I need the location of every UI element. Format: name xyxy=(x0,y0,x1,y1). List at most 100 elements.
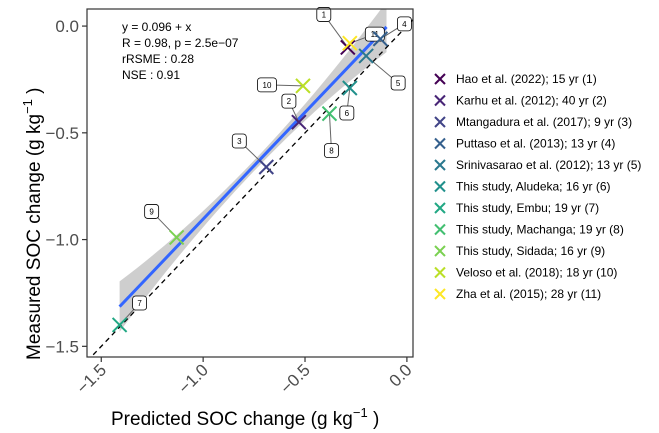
data-point-stroke-b xyxy=(258,159,275,175)
data-point-8 xyxy=(321,105,338,122)
fit-lines xyxy=(90,9,413,357)
y-tick-label: −1.0 xyxy=(45,231,79,250)
label-text-5: 5 xyxy=(396,79,401,88)
data-point-6 xyxy=(342,80,358,96)
legend-item-11: Zha et al. (2015); 28 yr (11) xyxy=(434,287,601,301)
y-tick-label: −0.5 xyxy=(45,124,79,143)
y-axis-title: Measured SOC change (g kg−1 ) xyxy=(20,87,45,360)
legend-key-b xyxy=(434,288,446,300)
plot-panel-border xyxy=(86,8,414,358)
label-text-8: 8 xyxy=(329,147,334,156)
y-axis-title-exponent: −1 xyxy=(20,99,35,114)
label-box-9 xyxy=(144,204,160,219)
data-point-1 xyxy=(340,39,356,56)
legend-label: Hao et al. (2022); 15 yr (1) xyxy=(456,72,597,86)
x-axis-title-exponent: −1 xyxy=(353,405,368,420)
legend-label: Puttaso et al. (2013); 13 yr (4) xyxy=(456,137,615,151)
y-tick-label: 0.0 xyxy=(55,17,79,36)
one-to-one-line xyxy=(90,19,413,357)
label-box-3 xyxy=(231,133,247,149)
x-axis-title-close: ) xyxy=(368,409,380,430)
x-tick-label: 0.0 xyxy=(386,360,416,390)
legend-label: This study, Embu; 19 yr (7) xyxy=(456,201,599,215)
data-point-stroke-b xyxy=(168,229,185,246)
legend-item-8: This study, Machanga; 19 yr (8) xyxy=(434,223,624,237)
label-box-4 xyxy=(396,16,412,32)
label-box-7 xyxy=(132,295,148,311)
legend-label: Srinivasarao et al. (2012); 13 yr (5) xyxy=(456,158,641,172)
legend-label: This study, Machanga; 19 yr (8) xyxy=(456,223,624,237)
legend-label: Zha et al. (2015); 28 yr (11) xyxy=(456,287,601,301)
label-text-2: 2 xyxy=(287,97,292,106)
label-box-5 xyxy=(390,75,406,91)
y-axis-title-close: ) xyxy=(24,87,45,99)
y-axis-title-main: Measured SOC change (g kg xyxy=(24,114,45,360)
label-text-7: 7 xyxy=(137,299,142,308)
data-point-stroke-b xyxy=(358,48,374,64)
x-axis-title: Predicted SOC change (g kg−1 ) xyxy=(111,405,379,430)
data-points xyxy=(111,31,389,333)
label-box-10 xyxy=(257,77,277,93)
label-box-6 xyxy=(339,105,355,121)
legend-key-b xyxy=(434,223,446,236)
legend-key-b xyxy=(434,137,446,150)
x-tick-label: −0.5 xyxy=(277,360,314,397)
confidence-band xyxy=(119,9,387,332)
legend-key-b xyxy=(434,94,446,107)
regression-line xyxy=(118,25,388,308)
legend-item-10: Veloso et al. (2018); 18 yr (10) xyxy=(434,266,617,280)
label-text-10: 10 xyxy=(263,81,272,90)
data-point-stroke-b xyxy=(111,317,128,333)
x-tick-label: −1.0 xyxy=(175,360,212,397)
label-box-1 xyxy=(316,7,332,22)
label-text-9: 9 xyxy=(149,207,154,216)
x-tick-label: −1.5 xyxy=(73,360,110,397)
data-point-stroke-b xyxy=(342,80,358,96)
legend-key-b xyxy=(434,245,446,257)
legend-label: This study, Sidada; 16 yr (9) xyxy=(456,244,605,258)
y-tick-label: −1.5 xyxy=(45,337,79,356)
stats-nse: NSE : 0.91 xyxy=(122,68,180,82)
point-labels: 1234567891011 xyxy=(119,7,412,326)
legend-item-5: Srinivasarao et al. (2012); 13 yr (5) xyxy=(434,158,641,172)
legend-item-9: This study, Sidada; 16 yr (9) xyxy=(434,244,605,258)
label-box-2 xyxy=(281,93,297,109)
legend-key-b xyxy=(434,266,446,279)
legend-item-6: This study, Aludeka; 16 yr (6) xyxy=(434,180,611,194)
legend-item-2: Karhu et al. (2012); 40 yr (2) xyxy=(434,94,607,108)
data-point-stroke-b xyxy=(372,31,389,47)
label-text-4: 4 xyxy=(402,20,407,29)
legend-key-b xyxy=(434,116,446,128)
data-point-stroke-b xyxy=(291,114,307,130)
stats-annotation: y = 0.096 + x R = 0.98, p = 2.5e−07 rRSM… xyxy=(122,20,239,82)
data-point-10 xyxy=(295,78,311,94)
legend-key-b xyxy=(434,73,446,85)
data-point-stroke-b xyxy=(340,39,356,56)
data-point-stroke-b xyxy=(295,78,311,94)
data-point-stroke-b xyxy=(321,105,338,122)
legend-key-b xyxy=(434,159,446,171)
stats-correlation: R = 0.98, p = 2.5e−07 xyxy=(122,36,239,50)
legend-item-7: This study, Embu; 19 yr (7) xyxy=(434,201,599,215)
data-point-3 xyxy=(258,159,275,175)
label-text-6: 6 xyxy=(345,109,350,118)
x-axis-title-main: Predicted SOC change (g kg xyxy=(111,409,353,430)
data-point-stroke-b xyxy=(342,35,358,51)
legend-item-3: Mtangadura et al. (2017); 9 yr (3) xyxy=(434,115,632,129)
legend-label: Veloso et al. (2018); 18 yr (10) xyxy=(456,266,617,280)
data-point-11 xyxy=(342,35,358,51)
label-text-1: 1 xyxy=(322,10,327,19)
stats-rrsme: rRSME : 0.28 xyxy=(122,52,194,66)
label-box-8 xyxy=(324,143,339,159)
legend-item-1: Hao et al. (2022); 15 yr (1) xyxy=(434,72,597,86)
legend: Hao et al. (2022); 15 yr (1) Karhu et al.… xyxy=(434,72,641,301)
legend-label: This study, Aludeka; 16 yr (6) xyxy=(456,180,611,194)
data-point-7 xyxy=(111,317,128,333)
legend-label: Mtangadura et al. (2017); 9 yr (3) xyxy=(456,115,632,129)
legend-key-b xyxy=(434,180,446,193)
data-point-5 xyxy=(358,48,374,64)
label-text-3: 3 xyxy=(237,137,242,146)
legend-key-b xyxy=(434,202,446,214)
data-point-9 xyxy=(168,229,185,246)
